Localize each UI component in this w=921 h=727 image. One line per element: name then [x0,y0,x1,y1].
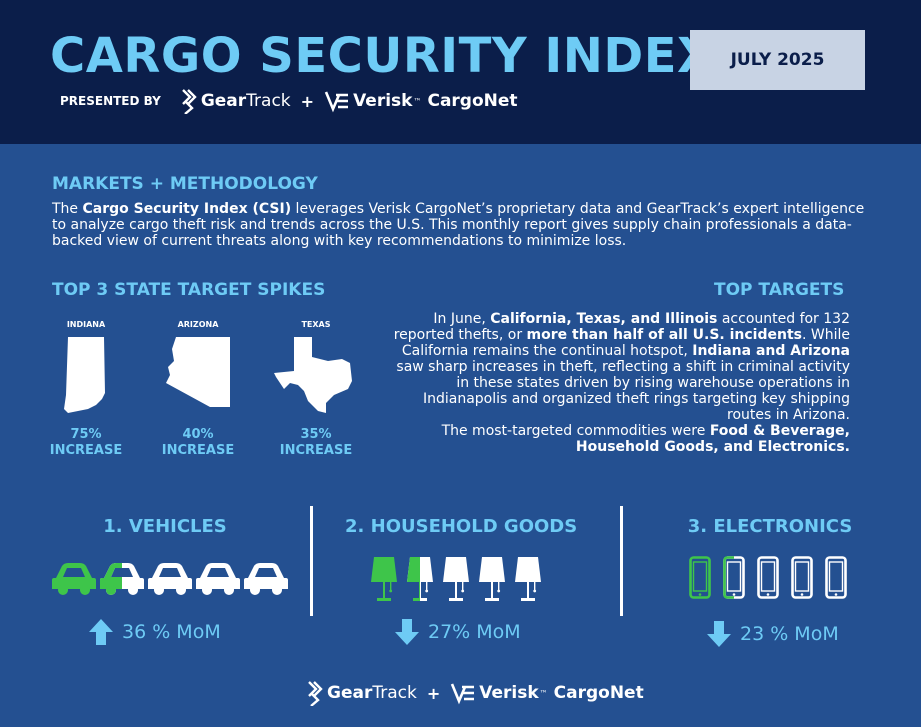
trademark-symbol: ™ [539,688,548,698]
arrow-down-icon [707,621,731,647]
texas-increase-label: INCREASE [279,443,353,458]
page-title: CARGO SECURITY INDEX [50,28,715,84]
car-icon [196,563,240,595]
category-title-household-goods: 2. HOUSEHOLD GOODS [345,516,578,537]
lamp-icon [479,557,505,601]
state-name-indiana: INDIANA [66,320,106,329]
trademark-symbol: ™ [413,96,422,106]
report-date: JULY 2025 [730,50,825,70]
arizona-increase-label: INCREASE [161,443,235,458]
geartrack-gear-text: Gear [327,683,373,703]
top-targets-paragraph: In June, California, Texas, and Illinois… [392,311,850,455]
electronics-mom-value: 23 % MoM [740,623,839,645]
indiana-map-icon [64,337,105,413]
texas-map-icon [274,337,352,413]
top-targets-title: TOP TARGETS [714,280,845,300]
state-spikes-title: TOP 3 STATE TARGET SPIKES [52,280,326,300]
state-texas: TEXAS [276,320,356,329]
targets-bold-commodities: Food & Beverage, Household Goods, and El… [575,423,850,455]
car-icon [52,563,96,595]
geartrack-mark-icon [181,89,197,114]
category-divider [620,506,623,616]
phone-icon [757,556,779,599]
methodology-bold-csi: Cargo Security Index (CSI) [82,201,292,217]
arrow-up-icon [89,619,113,645]
plus-sign: + [300,91,315,111]
lamp-icon [371,557,397,601]
targets-bold-half: more than half of all U.S. incidents [526,327,802,343]
indiana-increase: 75% INCREASE [46,427,126,459]
phone-icon [723,556,745,599]
arizona-increase: 40% INCREASE [158,427,238,459]
geartrack-mark-icon [308,681,323,706]
indiana-pct: 75% [70,427,102,442]
state-name-arizona: ARIZONA [177,320,219,329]
phone-icon [825,556,847,599]
arizona-pct: 40% [182,427,214,442]
verisk-text: Verisk [353,91,413,111]
car-icon [100,563,144,595]
state-name-texas: TEXAS [301,320,331,329]
methodology-text-1: The [52,201,83,217]
indiana-increase-label: INCREASE [49,443,123,458]
geartrack-gear-text: Gear [200,91,247,111]
targets-text-2: accounted for 132 reported thefts, or [393,311,850,343]
targets-text-5: The most-targeted commodities were [441,423,710,439]
methodology-paragraph: The Cargo Security Index (CSI) leverages… [52,201,872,249]
household-mom-value: 27% MoM [428,621,521,643]
state-arizona: ARIZONA [158,320,238,329]
targets-text-4: saw sharp increases in theft, reflecting… [396,359,850,423]
cargonet-text: CargoNet [427,91,518,111]
cargonet-text: CargoNet [553,683,644,703]
targets-text-3: . While California remains the continual… [401,327,850,359]
targets-bold-indiana-arizona: Indiana and Arizona [692,343,850,359]
texas-pct: 35% [300,427,332,442]
vehicles-icon-row [52,563,288,595]
household-icon-row [371,557,541,601]
report-date-box: JULY 2025 [690,30,865,90]
geartrack-track-text: Track [246,91,291,111]
verisk-cargonet-logo: Verisk ™ CargoNet [450,681,644,705]
arizona-map-icon [166,337,230,407]
presented-by-row: PRESENTED BY Gear Track + Verisk ™ CargoNe… [60,86,518,116]
household-mom: 27% MoM [394,618,521,646]
verisk-text: Verisk [479,683,539,703]
geartrack-logo: Gear Track [179,88,291,114]
phone-icon [689,556,711,599]
plus-sign: + [426,683,441,703]
targets-text-1: In June, [433,311,491,327]
phone-icon [791,556,813,599]
footer-logos: Gear Track + Verisk ™ CargoNet [305,676,644,710]
state-indiana: INDIANA [46,320,126,329]
category-title-electronics: 3. ELECTRONICS [687,516,853,537]
methodology-title: MARKETS + METHODOLOGY [52,174,318,194]
header-band: CARGO SECURITY INDEX PRESENTED BY Gear Tr… [0,0,921,144]
arrow-down-icon [395,619,419,645]
verisk-cargonet-logo: Verisk ™ CargoNet [324,89,518,113]
lamp-icon [443,557,469,601]
methodology-text-2: leverages Verisk CargoNet’s proprietary … [52,201,865,249]
car-icon [148,563,192,595]
category-title-vehicles: 1. VEHICLES [103,516,227,537]
targets-bold-states: California, Texas, and Illinois [490,311,718,327]
presented-by-label: PRESENTED BY [60,94,161,108]
verisk-mark-icon [451,683,475,705]
category-divider [310,506,313,616]
car-icon [244,563,288,595]
electronics-icon-row [689,556,847,599]
verisk-mark-icon [324,91,349,113]
electronics-mom: 23 % MoM [706,620,839,648]
lamp-icon [407,557,433,601]
lamp-icon [515,557,541,601]
vehicles-mom-value: 36 % MoM [122,621,221,643]
geartrack-track-text: Track [372,683,417,703]
geartrack-logo: Gear Track [305,680,417,706]
vehicles-mom: 36 % MoM [88,618,221,646]
texas-increase: 35% INCREASE [276,427,356,459]
